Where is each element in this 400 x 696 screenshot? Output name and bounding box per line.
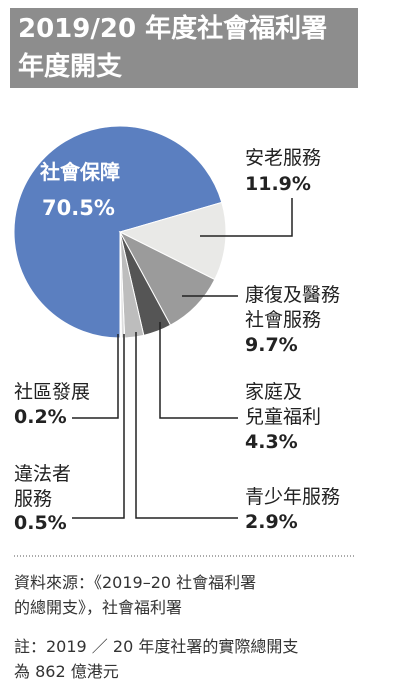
chart-title: 2019/20 年度社會福利署年度開支 <box>10 8 358 88</box>
leader-line <box>200 198 293 237</box>
value-label: 4.3% <box>245 431 298 453</box>
pie-slice <box>13 125 223 339</box>
value-label: 2.9% <box>245 511 298 533</box>
note: 註：2019 ／ 20 年度社署的實際總開支 為 862 億港元 <box>14 637 299 681</box>
source: 資料來源：《2019–20 社會福利署 的總開支》，社會福利署 <box>14 573 257 617</box>
value-label: 11.9% <box>245 173 311 195</box>
leader-line <box>135 332 238 519</box>
value-label: 0.2% <box>14 406 67 428</box>
category-label: 家庭及 兒童福利 <box>245 381 322 428</box>
leader-line <box>72 334 119 419</box>
leader-lines <box>72 198 293 519</box>
value-label: 70.5% <box>42 196 115 220</box>
category-label: 安老服務 <box>245 147 322 169</box>
category-label: 違法者 服務 <box>14 463 72 510</box>
pie-slice <box>118 201 227 281</box>
category-label: 康復及醫務 社會服務 <box>245 284 341 331</box>
value-label: 0.5% <box>14 512 67 534</box>
leader-line <box>159 322 238 419</box>
value-label: 9.7% <box>245 334 298 356</box>
pie <box>13 125 227 339</box>
leader-line <box>72 334 125 519</box>
category-label: 青少年服務 <box>245 486 341 508</box>
category-label: 社會保障 <box>40 160 120 184</box>
pie-slice <box>119 231 122 339</box>
category-label: 社區發展 <box>14 381 91 403</box>
